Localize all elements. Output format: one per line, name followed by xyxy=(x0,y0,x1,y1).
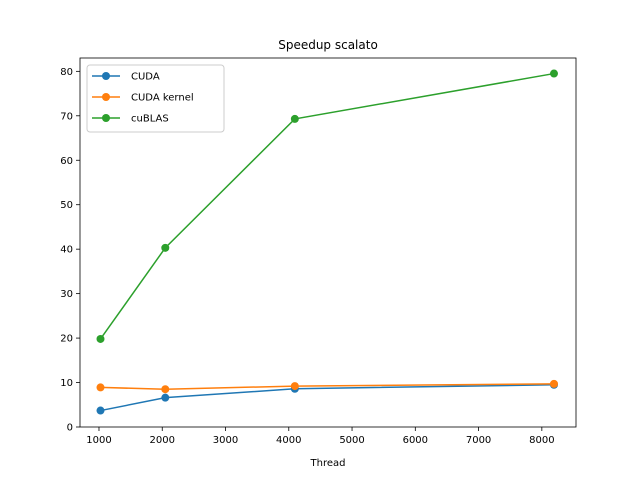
data-point-cuda-kernel xyxy=(549,379,558,388)
x-tick-label: 5000 xyxy=(339,435,364,446)
y-tick-label: 70 xyxy=(60,111,73,122)
data-point-cublas xyxy=(161,243,170,252)
y-tick-label: 50 xyxy=(60,200,73,211)
x-tick-label: 6000 xyxy=(403,435,428,446)
x-axis-label: Thread xyxy=(310,458,346,469)
data-point-cublas xyxy=(96,334,105,343)
legend-marker-cuda xyxy=(102,72,110,80)
x-axis-ticks: 1000 2000 3000 4000 5000 6000 7000 8000 xyxy=(86,427,555,446)
legend-box xyxy=(86,64,225,133)
x-tick-label: 3000 xyxy=(213,435,238,446)
data-point-cublas xyxy=(549,69,558,78)
legend-marker-cuda-kernel xyxy=(102,93,110,101)
y-tick-label: 10 xyxy=(60,378,73,389)
chart-title: Speedup scalato xyxy=(278,38,378,52)
data-point-cuda xyxy=(96,406,105,415)
series-line-cuda-kernel xyxy=(100,383,554,390)
data-point-cuda-kernel xyxy=(96,383,105,392)
legend-label-cuda: CUDA xyxy=(131,72,160,83)
series-layer xyxy=(96,69,558,415)
y-axis-ticks: 0 10 20 30 40 50 60 70 80 xyxy=(60,67,80,434)
y-tick-label: 30 xyxy=(60,289,73,300)
data-point-cublas xyxy=(290,114,299,123)
legend-label-cuda-kernel: CUDA kernel xyxy=(131,93,194,104)
y-tick-label: 20 xyxy=(60,334,73,345)
legend: CUDA CUDA kernel cuBLAS xyxy=(86,64,225,133)
legend-label-cublas: cuBLAS xyxy=(131,114,169,125)
y-tick-label: 0 xyxy=(67,423,73,434)
series-line-cublas xyxy=(99,72,555,340)
y-tick-label: 80 xyxy=(60,67,73,78)
x-tick-label: 7000 xyxy=(466,435,491,446)
data-point-cuda xyxy=(161,393,170,402)
data-point-cuda-kernel xyxy=(161,385,170,394)
data-point-cuda-kernel xyxy=(290,382,299,391)
legend-marker-cublas xyxy=(102,114,110,122)
x-tick-label: 8000 xyxy=(529,435,554,446)
x-tick-label: 1000 xyxy=(86,435,111,446)
x-tick-label: 4000 xyxy=(276,435,301,446)
y-tick-label: 60 xyxy=(60,156,73,167)
y-tick-label: 40 xyxy=(60,245,73,256)
plot-frame xyxy=(79,57,577,428)
series-line-cuda xyxy=(100,384,554,412)
x-tick-label: 2000 xyxy=(150,435,175,446)
